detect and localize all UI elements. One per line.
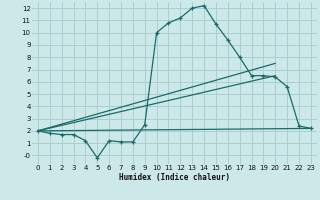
X-axis label: Humidex (Indice chaleur): Humidex (Indice chaleur) [119, 173, 230, 182]
